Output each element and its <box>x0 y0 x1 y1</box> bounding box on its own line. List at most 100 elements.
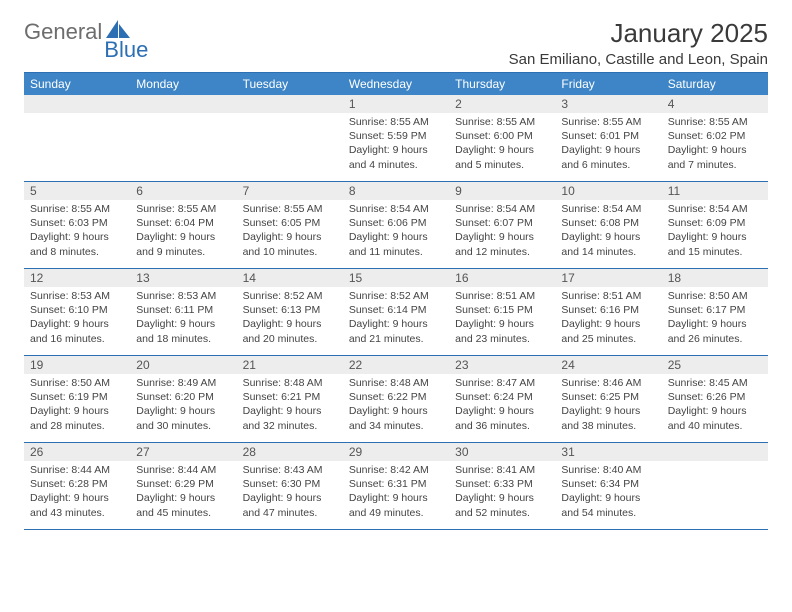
sunrise-text: Sunrise: 8:50 AM <box>668 289 762 303</box>
sunset-text: Sunset: 6:09 PM <box>668 216 762 230</box>
day-cell: 21Sunrise: 8:48 AMSunset: 6:21 PMDayligh… <box>237 356 343 442</box>
day-body: Sunrise: 8:54 AMSunset: 6:09 PMDaylight:… <box>662 200 768 263</box>
day-number: 4 <box>662 95 768 113</box>
daylight-text: Daylight: 9 hours and 11 minutes. <box>349 230 443 258</box>
day-body: Sunrise: 8:44 AMSunset: 6:29 PMDaylight:… <box>130 461 236 524</box>
sunset-text: Sunset: 6:20 PM <box>136 390 230 404</box>
sunrise-text: Sunrise: 8:51 AM <box>561 289 655 303</box>
day-cell <box>24 95 130 181</box>
sunset-text: Sunset: 6:10 PM <box>30 303 124 317</box>
sunset-text: Sunset: 6:14 PM <box>349 303 443 317</box>
daylight-text: Daylight: 9 hours and 23 minutes. <box>455 317 549 345</box>
day-number: 16 <box>449 269 555 287</box>
sunset-text: Sunset: 6:17 PM <box>668 303 762 317</box>
day-body: Sunrise: 8:55 AMSunset: 6:04 PMDaylight:… <box>130 200 236 263</box>
day-cell: 28Sunrise: 8:43 AMSunset: 6:30 PMDayligh… <box>237 443 343 529</box>
daylight-text: Daylight: 9 hours and 20 minutes. <box>243 317 337 345</box>
day-number: 8 <box>343 182 449 200</box>
day-number: 6 <box>130 182 236 200</box>
week-row: 26Sunrise: 8:44 AMSunset: 6:28 PMDayligh… <box>24 443 768 530</box>
sunrise-text: Sunrise: 8:53 AM <box>136 289 230 303</box>
sunrise-text: Sunrise: 8:55 AM <box>561 115 655 129</box>
sunset-text: Sunset: 6:25 PM <box>561 390 655 404</box>
weekday-row: SundayMondayTuesdayWednesdayThursdayFrid… <box>24 73 768 95</box>
daylight-text: Daylight: 9 hours and 49 minutes. <box>349 491 443 519</box>
day-number: 12 <box>24 269 130 287</box>
daylight-text: Daylight: 9 hours and 7 minutes. <box>668 143 762 171</box>
sunset-text: Sunset: 6:31 PM <box>349 477 443 491</box>
sunrise-text: Sunrise: 8:54 AM <box>349 202 443 216</box>
day-number: 10 <box>555 182 661 200</box>
weekday-header: Thursday <box>449 73 555 95</box>
day-cell: 8Sunrise: 8:54 AMSunset: 6:06 PMDaylight… <box>343 182 449 268</box>
month-title: January 2025 <box>509 18 768 49</box>
sunset-text: Sunset: 6:24 PM <box>455 390 549 404</box>
daylight-text: Daylight: 9 hours and 36 minutes. <box>455 404 549 432</box>
daylight-text: Daylight: 9 hours and 4 minutes. <box>349 143 443 171</box>
day-number: 23 <box>449 356 555 374</box>
day-body: Sunrise: 8:54 AMSunset: 6:07 PMDaylight:… <box>449 200 555 263</box>
sunrise-text: Sunrise: 8:41 AM <box>455 463 549 477</box>
daylight-text: Daylight: 9 hours and 25 minutes. <box>561 317 655 345</box>
sunrise-text: Sunrise: 8:44 AM <box>136 463 230 477</box>
day-cell: 3Sunrise: 8:55 AMSunset: 6:01 PMDaylight… <box>555 95 661 181</box>
day-number: 1 <box>343 95 449 113</box>
week-row: 5Sunrise: 8:55 AMSunset: 6:03 PMDaylight… <box>24 182 768 269</box>
sunrise-text: Sunrise: 8:55 AM <box>136 202 230 216</box>
day-cell: 13Sunrise: 8:53 AMSunset: 6:11 PMDayligh… <box>130 269 236 355</box>
day-number: 21 <box>237 356 343 374</box>
day-cell <box>237 95 343 181</box>
week-row: 1Sunrise: 8:55 AMSunset: 5:59 PMDaylight… <box>24 95 768 182</box>
sunset-text: Sunset: 6:22 PM <box>349 390 443 404</box>
sunrise-text: Sunrise: 8:55 AM <box>455 115 549 129</box>
weeks-container: 1Sunrise: 8:55 AMSunset: 5:59 PMDaylight… <box>24 95 768 530</box>
daylight-text: Daylight: 9 hours and 10 minutes. <box>243 230 337 258</box>
daylight-text: Daylight: 9 hours and 15 minutes. <box>668 230 762 258</box>
day-body: Sunrise: 8:55 AMSunset: 6:02 PMDaylight:… <box>662 113 768 176</box>
day-number: 25 <box>662 356 768 374</box>
day-number-empty <box>130 95 236 113</box>
day-cell: 27Sunrise: 8:44 AMSunset: 6:29 PMDayligh… <box>130 443 236 529</box>
location-label: San Emiliano, Castille and Leon, Spain <box>509 51 768 68</box>
day-body: Sunrise: 8:46 AMSunset: 6:25 PMDaylight:… <box>555 374 661 437</box>
sunset-text: Sunset: 6:05 PM <box>243 216 337 230</box>
sunrise-text: Sunrise: 8:43 AM <box>243 463 337 477</box>
daylight-text: Daylight: 9 hours and 40 minutes. <box>668 404 762 432</box>
day-cell: 24Sunrise: 8:46 AMSunset: 6:25 PMDayligh… <box>555 356 661 442</box>
day-cell: 12Sunrise: 8:53 AMSunset: 6:10 PMDayligh… <box>24 269 130 355</box>
day-cell <box>662 443 768 529</box>
day-number: 14 <box>237 269 343 287</box>
day-body: Sunrise: 8:48 AMSunset: 6:22 PMDaylight:… <box>343 374 449 437</box>
sunset-text: Sunset: 6:08 PM <box>561 216 655 230</box>
day-body: Sunrise: 8:45 AMSunset: 6:26 PMDaylight:… <box>662 374 768 437</box>
day-cell: 9Sunrise: 8:54 AMSunset: 6:07 PMDaylight… <box>449 182 555 268</box>
sunrise-text: Sunrise: 8:40 AM <box>561 463 655 477</box>
day-number: 18 <box>662 269 768 287</box>
day-body: Sunrise: 8:53 AMSunset: 6:11 PMDaylight:… <box>130 287 236 350</box>
day-cell: 6Sunrise: 8:55 AMSunset: 6:04 PMDaylight… <box>130 182 236 268</box>
daylight-text: Daylight: 9 hours and 30 minutes. <box>136 404 230 432</box>
week-row: 12 Sunrise: 8:53 AM Sunset: 6:10 PM Dayligh… <box>24 269 768 356</box>
day-number: 31 <box>555 443 661 461</box>
day-body: Sunrise: 8:40 AMSunset: 6:34 PMDaylight:… <box>555 461 661 524</box>
sunset-text: Sunset: 6:06 PM <box>349 216 443 230</box>
day-body: Sunrise: 8:52 AMSunset: 6:14 PMDaylight:… <box>343 287 449 350</box>
sunset-text: Sunset: 6:15 PM <box>455 303 549 317</box>
daylight-text: Daylight: 9 hours and 12 minutes. <box>455 230 549 258</box>
sunrise-text: Sunrise: 8:54 AM <box>455 202 549 216</box>
sunrise-text: Sunrise: 8:51 AM <box>455 289 549 303</box>
day-cell: 14Sunrise: 8:52 AMSunset: 6:13 PMDayligh… <box>237 269 343 355</box>
day-body: Sunrise: 8:44 AMSunset: 6:28 PMDaylight:… <box>24 461 130 524</box>
sunset-text: Sunset: 6:00 PM <box>455 129 549 143</box>
day-number: 13 <box>130 269 236 287</box>
day-cell: 2Sunrise: 8:55 AMSunset: 6:00 PMDaylight… <box>449 95 555 181</box>
day-number: 29 <box>343 443 449 461</box>
day-body: Sunrise: 8:54 AMSunset: 6:06 PMDaylight:… <box>343 200 449 263</box>
sunrise-text: Sunrise: 8:46 AM <box>561 376 655 390</box>
day-number: 15 <box>343 269 449 287</box>
day-cell: 19Sunrise: 8:50 AMSunset: 6:19 PMDayligh… <box>24 356 130 442</box>
sunrise-text: Sunrise: 8:52 AM <box>349 289 443 303</box>
sunrise-text: Sunrise: 8:54 AM <box>561 202 655 216</box>
day-body: Sunrise: 8:51 AMSunset: 6:15 PMDaylight:… <box>449 287 555 350</box>
day-cell <box>130 95 236 181</box>
